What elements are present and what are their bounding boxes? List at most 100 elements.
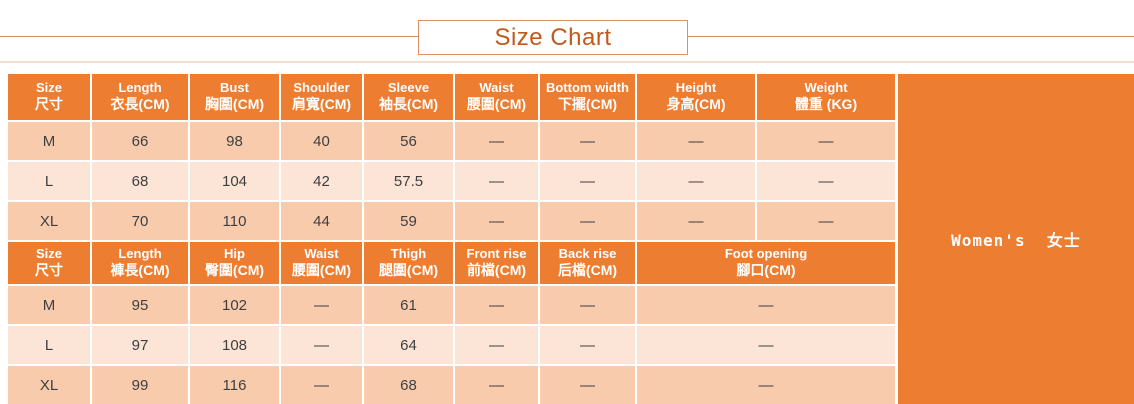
header-label-en: Size: [35, 246, 62, 262]
measurement-cell: —: [540, 122, 635, 160]
measurement-cell: —: [637, 326, 895, 364]
measurement-cell: 66: [92, 122, 188, 160]
gender-label: Women's 女士: [951, 231, 1081, 250]
measurement-cell: 59: [364, 202, 453, 240]
header-label-zh: 腰圍(CM): [466, 96, 527, 113]
measurement-cell: —: [757, 122, 895, 160]
measurement-cell: 102: [190, 286, 279, 324]
header-label-en: Waist: [304, 246, 339, 262]
size-label-cell: L: [8, 326, 90, 364]
table-top-border: [0, 61, 1134, 63]
tops-header-cell: Bust 胸圍(CM): [190, 74, 279, 120]
header-label-en: Length: [118, 80, 162, 96]
measurement-cell: —: [455, 122, 538, 160]
header-label-en: Back rise: [558, 246, 617, 262]
header-label-en: Height: [675, 80, 717, 96]
bottoms-header-cell: Waist 腰圍(CM): [281, 242, 362, 284]
measurement-cell: —: [637, 366, 895, 404]
measurement-cell: —: [455, 202, 538, 240]
measurement-cell: —: [540, 286, 635, 324]
measurement-cell: —: [455, 286, 538, 324]
measurement-cell: —: [637, 202, 755, 240]
measurement-cell: —: [757, 162, 895, 200]
tops-header-cell: Weight 體重 (KG): [757, 74, 895, 120]
measurement-cell: —: [540, 202, 635, 240]
size-label-cell: L: [8, 162, 90, 200]
measurement-cell: 98: [190, 122, 279, 160]
measurement-cell: —: [757, 202, 895, 240]
chart-title-box: Size Chart: [418, 20, 688, 55]
measurement-cell: —: [455, 326, 538, 364]
header-label-zh: 腿圍(CM): [378, 262, 439, 279]
header-label-en: Foot opening: [724, 246, 808, 262]
measurement-cell: 99: [92, 366, 188, 404]
header-label-zh: 袖長(CM): [378, 96, 439, 113]
header-label-en: Hip: [224, 246, 245, 262]
bottoms-header-cell: Length 褲長(CM): [92, 242, 188, 284]
measurement-cell: 104: [190, 162, 279, 200]
size-label-cell: M: [8, 122, 90, 160]
header-label-en: Weight: [804, 80, 848, 96]
measurement-cell: 68: [364, 366, 453, 404]
size-label-cell: XL: [8, 366, 90, 404]
header-label-en: Bottom width: [545, 80, 630, 96]
header-label-zh: 衣長(CM): [110, 96, 170, 113]
measurement-cell: 42: [281, 162, 362, 200]
header-label-zh: 肩寬(CM): [291, 96, 352, 113]
bottoms-header-cell: Thigh 腿圍(CM): [364, 242, 453, 284]
size-label-cell: M: [8, 286, 90, 324]
bottoms-header-cell: Hip 臀圍(CM): [190, 242, 279, 284]
measurement-cell: —: [455, 366, 538, 404]
measurement-cell: 44: [281, 202, 362, 240]
measurement-cell: —: [637, 286, 895, 324]
page-title: Size Chart: [494, 23, 612, 51]
header-label-zh: 臀圍(CM): [204, 262, 265, 279]
header-label-en: Thigh: [390, 246, 427, 262]
measurement-cell: 56: [364, 122, 453, 160]
header-label-zh: 褲長(CM): [110, 262, 170, 279]
header-label-zh: 體重 (KG): [794, 96, 858, 113]
measurement-cell: 64: [364, 326, 453, 364]
measurement-cell: 61: [364, 286, 453, 324]
tops-header-cell: Bottom width 下擺(CM): [540, 74, 635, 120]
measurement-cell: —: [637, 162, 755, 200]
size-label-cell: XL: [8, 202, 90, 240]
measurement-cell: 70: [92, 202, 188, 240]
tops-header-cell: Shoulder 肩寬(CM): [281, 74, 362, 120]
tops-header-cell: Length 衣長(CM): [92, 74, 188, 120]
header-label-en: Length: [118, 246, 162, 262]
header-label-en: Bust: [220, 80, 249, 96]
header-label-zh: 尺寸: [35, 96, 63, 113]
tops-header-cell: Sleeve 袖長(CM): [364, 74, 453, 120]
header-label-en: Shoulder: [293, 80, 350, 96]
measurement-cell: —: [540, 162, 635, 200]
bottoms-header-cell: Foot opening 腳口(CM): [637, 242, 895, 284]
tops-header-cell: Waist 腰圍(CM): [455, 74, 538, 120]
bottoms-header-cell: Size 尺寸: [8, 242, 90, 284]
size-chart-table: Size 尺寸 Length 衣長(CM) Bust 胸圍(CM) Shoulder 肩寬(C…: [8, 74, 895, 404]
header-label-zh: 胸圍(CM): [204, 96, 265, 113]
measurement-cell: 40: [281, 122, 362, 160]
measurement-cell: 68: [92, 162, 188, 200]
measurement-cell: —: [540, 326, 635, 364]
measurement-cell: —: [455, 162, 538, 200]
header-label-en: Sleeve: [387, 80, 430, 96]
measurement-cell: —: [281, 366, 362, 404]
header-label-zh: 尺寸: [35, 262, 63, 279]
measurement-cell: —: [540, 366, 635, 404]
tops-header-cell: Height 身高(CM): [637, 74, 755, 120]
header-label-zh: 身高(CM): [666, 96, 726, 113]
measurement-cell: 95: [92, 286, 188, 324]
measurement-cell: 57.5: [364, 162, 453, 200]
bottoms-header-cell: Back rise 后檔(CM): [540, 242, 635, 284]
measurement-cell: —: [281, 286, 362, 324]
bottoms-header-cell: Front rise 前檔(CM): [455, 242, 538, 284]
header-label-zh: 腰圍(CM): [291, 262, 352, 279]
measurement-cell: 110: [190, 202, 279, 240]
main-content: Size 尺寸 Length 衣長(CM) Bust 胸圍(CM) Shoulder 肩寬(C…: [8, 74, 1134, 404]
header-label-zh: 下擺(CM): [557, 96, 618, 113]
gender-panel: Women's 女士: [898, 74, 1134, 404]
measurement-cell: —: [637, 122, 755, 160]
header-label-en: Size: [35, 80, 62, 96]
